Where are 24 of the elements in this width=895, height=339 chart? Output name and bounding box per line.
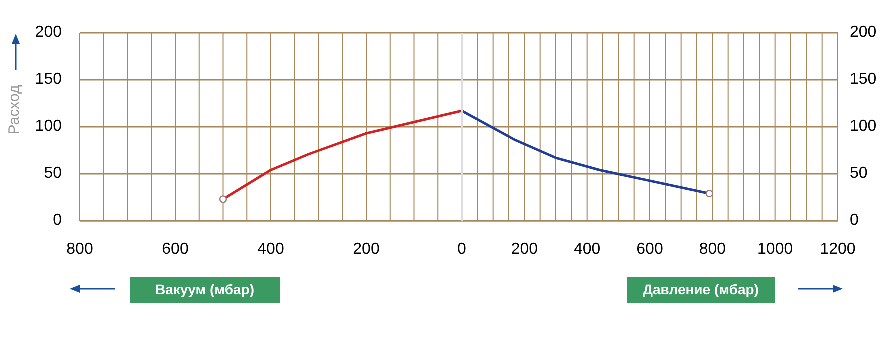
y-tick-label: 50 xyxy=(850,165,868,182)
x-axis-title: Давление (мбар) xyxy=(643,282,759,298)
x-tick-label: 200 xyxy=(353,241,380,258)
x-tick-label: 1000 xyxy=(758,241,794,258)
y-axis-title: Расход xyxy=(6,85,23,135)
x-tick-label: 800 xyxy=(699,241,726,258)
x-tick-label: 1200 xyxy=(820,241,856,258)
x-tick-label: 600 xyxy=(636,241,664,258)
x-axis-title: Вакуум (мбар) xyxy=(155,282,255,298)
y-tick-label: 50 xyxy=(44,165,62,182)
x-tick-label: 0 xyxy=(458,241,467,258)
y-tick-label: 100 xyxy=(35,118,62,136)
y-tick-label: 150 xyxy=(35,71,62,88)
y-tick-label: 100 xyxy=(850,118,877,136)
y-tick-label: 150 xyxy=(850,71,877,88)
y-tick-label: 0 xyxy=(53,212,62,230)
y-tick-label: 200 xyxy=(850,24,877,42)
y-tick-label: 200 xyxy=(35,24,62,42)
x-tick-label: 800 xyxy=(66,241,94,258)
y-tick-label: 0 xyxy=(850,212,859,230)
x-tick-label: 400 xyxy=(574,241,601,258)
x-tick-label: 200 xyxy=(511,241,538,258)
x-tick-label: 600 xyxy=(162,241,189,258)
x-tick-label: 400 xyxy=(258,241,284,258)
